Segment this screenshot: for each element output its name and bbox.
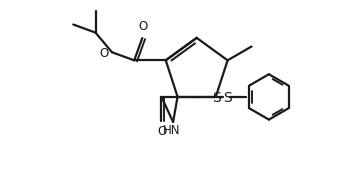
Text: S: S <box>213 91 221 105</box>
Text: O: O <box>100 47 109 60</box>
Text: HN: HN <box>162 124 180 137</box>
Text: O: O <box>139 20 148 33</box>
Text: O: O <box>158 124 167 138</box>
Text: S: S <box>224 91 232 105</box>
